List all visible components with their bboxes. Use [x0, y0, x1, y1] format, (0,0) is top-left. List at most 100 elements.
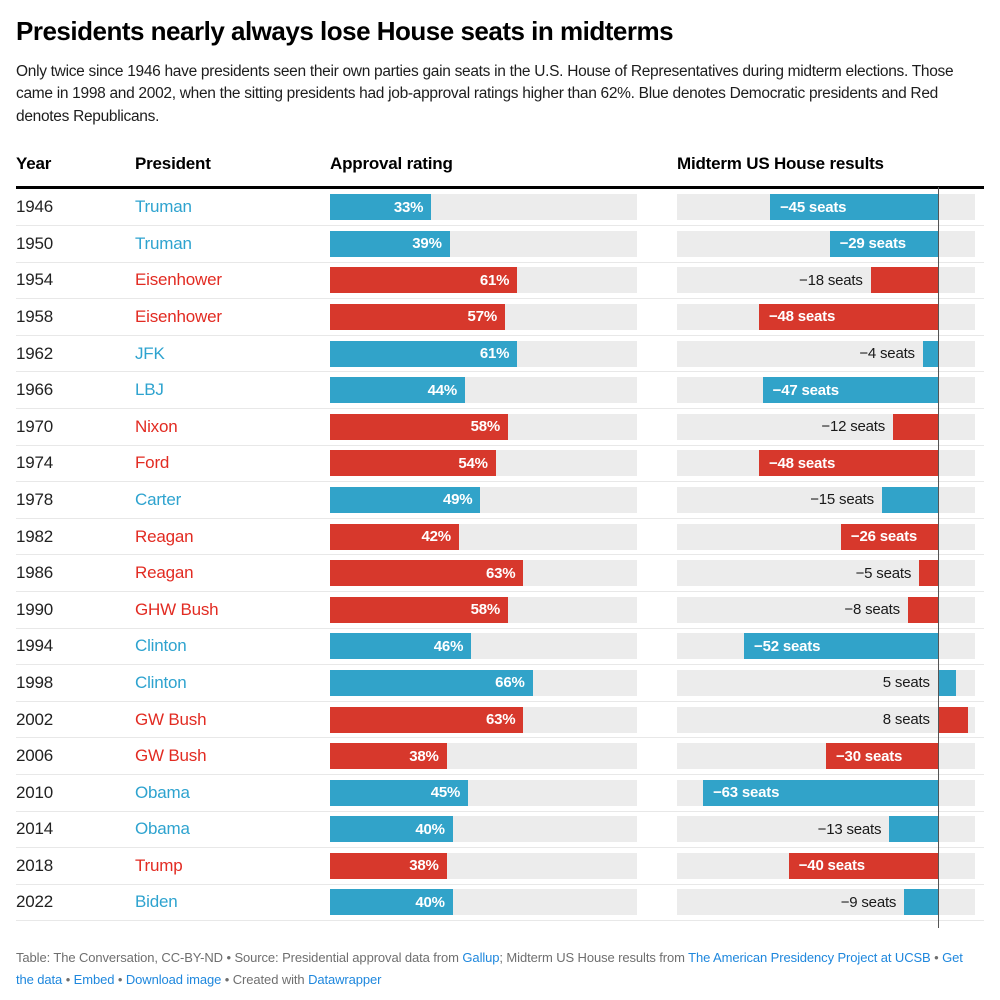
- approval-track: 45%: [330, 779, 637, 806]
- footer-link-datawrapper[interactable]: Datawrapper: [308, 971, 382, 987]
- seats-bar: [788, 852, 938, 879]
- chart-description: Only twice since 1946 have presidents se…: [16, 63, 954, 125]
- seats-bar: [922, 340, 938, 367]
- approval-track: 33%: [330, 194, 637, 221]
- table-row: 1958 Eisenhower 57% −48 seats: [16, 299, 984, 336]
- approval-track: 38%: [330, 852, 637, 879]
- seats-track: −26 seats: [677, 523, 975, 550]
- table-row: 2022 Biden 40% −9 seats: [16, 885, 984, 922]
- approval-track: 54%: [330, 450, 637, 477]
- approval-value-label: 57%: [467, 308, 498, 326]
- footer-text: •: [930, 950, 943, 966]
- midterm-results-cell: −9 seats: [677, 889, 975, 916]
- president-cell: Clinton: [135, 636, 187, 656]
- approval-track: 57%: [330, 303, 637, 330]
- seats-bar: [889, 816, 938, 843]
- approval-track: 40%: [330, 889, 637, 916]
- table-row: 2002 GW Bush 63% 8 seats: [16, 702, 984, 739]
- seats-value-label: −47 seats: [772, 381, 839, 399]
- approval-rating-cell: 66%: [330, 669, 637, 696]
- approval-rating-cell: 38%: [330, 852, 637, 879]
- seats-track: −13 seats: [677, 816, 975, 843]
- approval-bar: 33%: [330, 194, 432, 221]
- approval-rating-cell: 58%: [330, 596, 637, 623]
- approval-value-label: 45%: [430, 784, 461, 802]
- approval-value-label: 66%: [495, 674, 525, 692]
- year-cell: 2002: [16, 709, 54, 729]
- approval-bar: 63%: [330, 560, 524, 587]
- seats-track: −48 seats: [677, 303, 975, 330]
- approval-value-label: 58%: [470, 418, 501, 436]
- midterm-results-cell: −4 seats: [677, 340, 975, 367]
- footer-text: •: [222, 950, 235, 966]
- seats-track: 5 seats: [677, 669, 975, 696]
- footer-link-download-image[interactable]: Download image: [125, 971, 222, 987]
- year-cell: 2006: [16, 746, 54, 766]
- approval-value-label: 40%: [415, 820, 445, 838]
- seats-bar: [870, 267, 938, 294]
- year-cell: 1958: [16, 306, 54, 326]
- seats-value-label: −12 seats: [821, 418, 886, 436]
- seats-value-label: 8 seats: [882, 711, 930, 729]
- seats-value-label: 5 seats: [882, 674, 930, 692]
- approval-rating-cell: 61%: [330, 340, 637, 367]
- seats-value-label: −63 seats: [713, 784, 780, 802]
- president-cell: GW Bush: [135, 709, 207, 729]
- approval-bar: 57%: [330, 303, 505, 330]
- table-row: 1986 Reagan 63% −5 seats: [16, 555, 984, 592]
- table-row: 1998 Clinton 66% 5 seats: [16, 665, 984, 702]
- president-cell: GHW Bush: [135, 599, 219, 619]
- approval-bar: 58%: [330, 596, 509, 623]
- seats-value-label: −52 seats: [754, 637, 821, 655]
- seats-bar: [703, 779, 938, 806]
- footer-text: •: [114, 971, 126, 987]
- seats-bar: [840, 523, 938, 550]
- year-cell: 1970: [16, 416, 54, 436]
- president-cell: Carter: [135, 489, 182, 509]
- approval-value-label: 39%: [412, 235, 442, 253]
- president-cell: Truman: [135, 197, 192, 217]
- year-cell: 2014: [16, 819, 54, 839]
- approval-track: 61%: [330, 340, 637, 367]
- approval-bar: 45%: [330, 779, 469, 806]
- approval-bar: 39%: [330, 230, 450, 257]
- seats-value-label: −4 seats: [859, 345, 915, 363]
- column-header-year: Year: [16, 154, 52, 174]
- president-cell: GW Bush: [135, 746, 207, 766]
- seats-track: −30 seats: [677, 743, 975, 770]
- approval-bar: 58%: [330, 413, 509, 440]
- table-row: 2014 Obama 40% −13 seats: [16, 812, 984, 849]
- year-cell: 2010: [16, 782, 54, 802]
- seats-value-label: −15 seats: [810, 491, 874, 509]
- table-row: 2006 GW Bush 38% −30 seats: [16, 738, 984, 775]
- seats-value-label: −8 seats: [844, 601, 900, 619]
- approval-bar: 46%: [330, 633, 472, 660]
- approval-bar: 54%: [330, 450, 496, 477]
- page-title: Presidents nearly always lose House seat…: [16, 16, 674, 46]
- seats-bar: [770, 194, 938, 221]
- footer-attribution: Table: The Conversation, CC-BY-ND • Sour…: [16, 947, 984, 990]
- footer-link-the-american-presidency-project-at-ucsb[interactable]: The American Presidency Project at UCSB: [688, 950, 931, 966]
- footer-link-gallup[interactable]: Gallup: [462, 950, 500, 966]
- midterm-results-cell: −47 seats: [677, 377, 975, 404]
- seats-value-label: −26 seats: [850, 528, 918, 546]
- seats-track: −40 seats: [677, 852, 975, 879]
- seats-bar: [758, 450, 938, 477]
- midterm-results-cell: −30 seats: [677, 743, 975, 770]
- president-cell: Biden: [135, 892, 178, 912]
- approval-rating-cell: 61%: [330, 267, 637, 294]
- approval-track: 39%: [330, 230, 637, 257]
- table-row: 2010 Obama 45% −63 seats: [16, 775, 984, 812]
- approval-value-label: 44%: [427, 381, 458, 399]
- seats-track: −52 seats: [677, 633, 975, 660]
- footer-link-embed[interactable]: Embed: [73, 971, 115, 987]
- approval-track: 61%: [330, 267, 637, 294]
- president-cell: Reagan: [135, 526, 194, 546]
- approval-value-label: 61%: [479, 271, 510, 289]
- footer-link-get-the-data[interactable]: Get the data: [16, 950, 963, 987]
- approval-bar: 38%: [330, 852, 447, 879]
- seats-bar: [762, 377, 938, 404]
- seats-bar: [937, 706, 968, 733]
- table-row: 1970 Nixon 58% −12 seats: [16, 409, 984, 446]
